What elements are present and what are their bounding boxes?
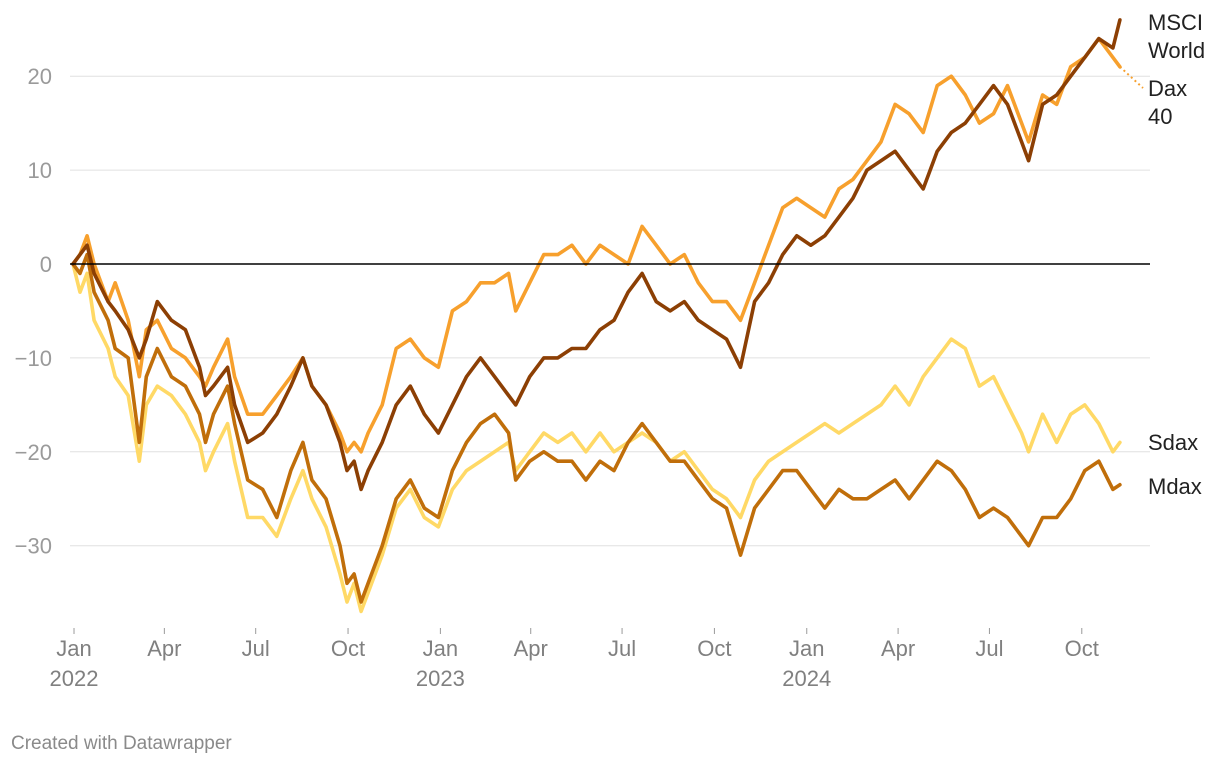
x-tick-label: Oct <box>697 636 731 661</box>
series-line-sdax <box>71 262 1122 614</box>
label-mdax: Mdax <box>1148 474 1202 499</box>
y-tick-label: −10 <box>15 346 52 371</box>
y-tick-label: −30 <box>15 534 52 559</box>
y-tick-label: 0 <box>40 252 52 277</box>
series-line-msci-world <box>71 18 1122 492</box>
y-tick-label: 20 <box>28 64 52 89</box>
x-tick-label: Jul <box>975 636 1003 661</box>
series-labels: MSCI World Dax 40 Sdax Mdax <box>1148 10 1205 499</box>
x-tick-year-label: 2023 <box>416 666 465 691</box>
x-tick-year-label: 2022 <box>50 666 99 691</box>
label-sdax: Sdax <box>1148 430 1198 455</box>
series-line-mdax <box>71 252 1122 604</box>
label-msci-world-line1: MSCI <box>1148 10 1203 35</box>
label-dax-40-line1: Dax <box>1148 76 1187 101</box>
y-tick-label: −20 <box>15 440 52 465</box>
x-tick-label: Apr <box>514 636 548 661</box>
x-tick-year-label: 2024 <box>782 666 831 691</box>
y-axis-ticks: 20 10 0 −10 −20 −30 <box>15 64 52 559</box>
footer-credit: Created with Datawrapper <box>11 733 232 754</box>
x-tick-label: Jan <box>56 636 91 661</box>
series-line-dax-40 <box>71 36 1122 454</box>
x-tick-label: Jul <box>608 636 636 661</box>
x-tick-label: Jan <box>789 636 824 661</box>
x-tick-label: Apr <box>881 636 915 661</box>
series-lines <box>71 18 1144 614</box>
label-dax-40-line2: 40 <box>1148 104 1172 129</box>
y-tick-label: 10 <box>28 158 52 183</box>
x-tick-label: Oct <box>331 636 365 661</box>
x-tick-label: Oct <box>1065 636 1099 661</box>
x-tick-label: Jul <box>242 636 270 661</box>
label-msci-world-line2: World <box>1148 38 1205 63</box>
dax-label-connector <box>1119 66 1144 89</box>
x-axis-ticks: Jan 2022 Apr Jul Oct Jan 2023 Apr Jul Oct Jan 2024 A… <box>50 628 1099 691</box>
x-tick-label: Jan <box>423 636 458 661</box>
x-tick-label: Apr <box>147 636 181 661</box>
gridlines <box>70 75 1150 547</box>
